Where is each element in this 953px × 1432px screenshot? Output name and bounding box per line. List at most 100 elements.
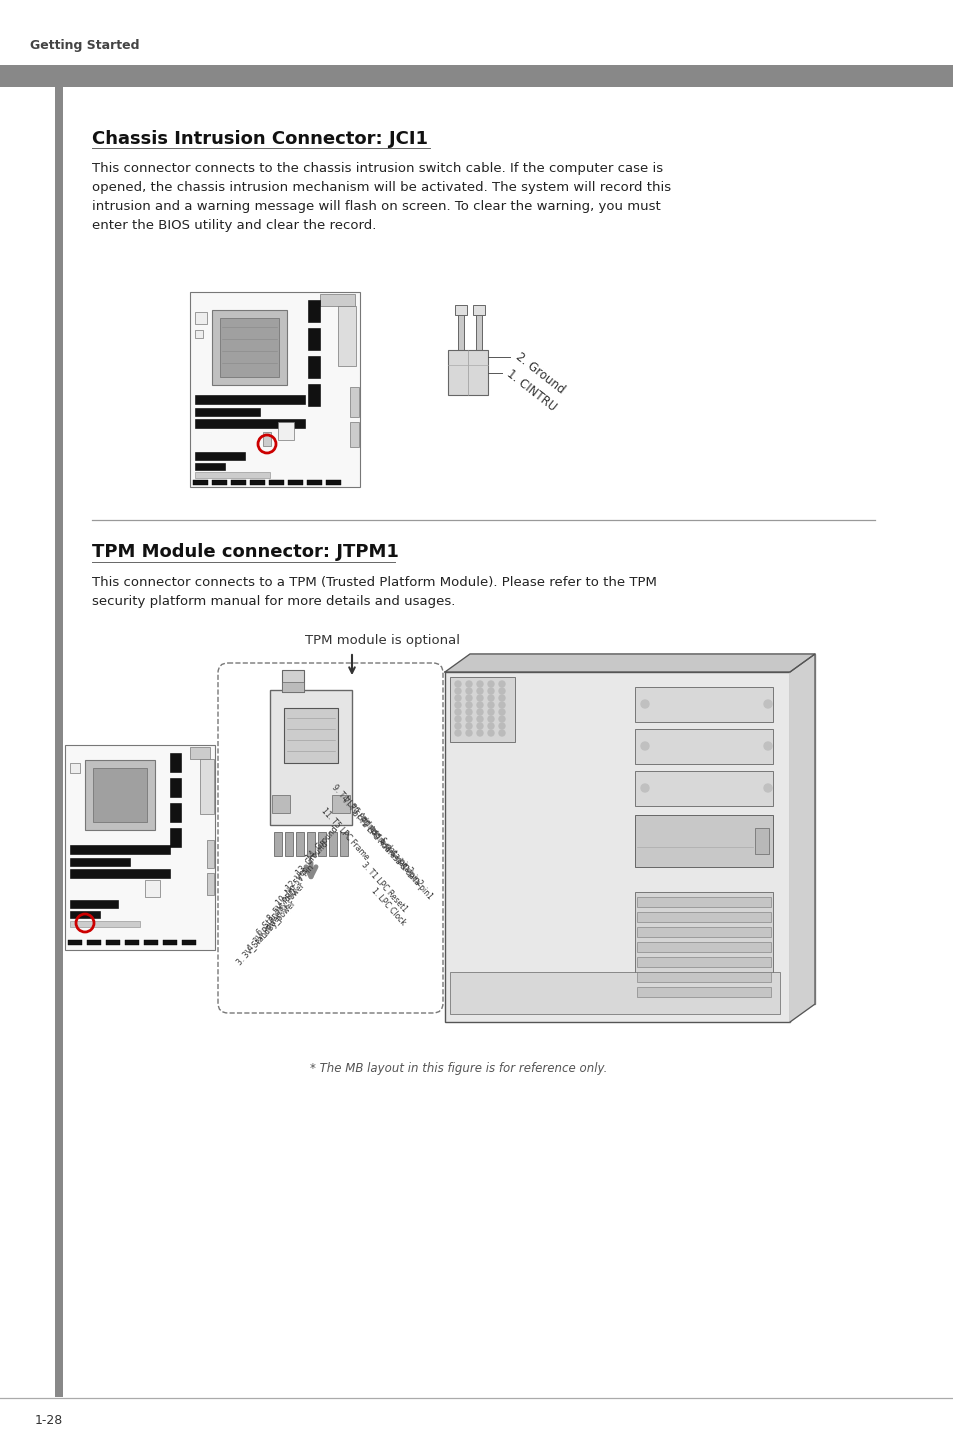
Text: This connector connects to the chassis intrusion switch cable. If the computer c: This connector connects to the chassis i… (91, 162, 662, 175)
Bar (200, 759, 213, 813)
Bar (476, 309, 481, 359)
Bar (194, 408, 260, 417)
Bar (308, 384, 319, 407)
Bar (274, 832, 282, 856)
Circle shape (455, 730, 460, 736)
Text: * The MB layout in this figure is for reference only.: * The MB layout in this figure is for re… (310, 1063, 607, 1075)
Circle shape (498, 723, 504, 729)
Bar (450, 677, 515, 742)
Circle shape (488, 730, 494, 736)
Circle shape (498, 687, 504, 695)
Bar (70, 921, 140, 927)
Bar (319, 294, 355, 306)
Bar (250, 480, 265, 485)
Text: 6. Standby Power: 6. Standby Power (254, 881, 306, 937)
Bar (307, 480, 322, 485)
Bar (637, 957, 770, 967)
Circle shape (498, 682, 504, 687)
Bar (190, 748, 210, 759)
Circle shape (763, 783, 771, 792)
Circle shape (455, 716, 460, 722)
Text: 3. T1 LPC Reset1: 3. T1 LPC Reset1 (359, 861, 409, 914)
Bar (350, 387, 358, 417)
Bar (194, 329, 203, 338)
Bar (448, 349, 488, 395)
Bar (282, 670, 304, 692)
Circle shape (488, 723, 494, 729)
Circle shape (465, 695, 472, 702)
Bar (288, 480, 303, 485)
Bar (70, 845, 170, 853)
Circle shape (476, 723, 482, 729)
Bar (635, 729, 772, 765)
Bar (473, 305, 484, 315)
Bar (308, 299, 319, 322)
Bar (125, 939, 139, 945)
Circle shape (488, 687, 494, 695)
Text: 1. LPC Clock: 1. LPC Clock (370, 886, 408, 927)
Text: This connector connects to a TPM (Trusted Platform Module). Please refer to the : This connector connects to a TPM (Truste… (91, 576, 657, 589)
Text: 13. Ground: 13. Ground (294, 839, 330, 876)
Circle shape (763, 742, 771, 750)
Bar (444, 672, 789, 1022)
Bar (194, 312, 207, 324)
Bar (194, 463, 225, 470)
Circle shape (498, 702, 504, 707)
Bar (231, 480, 246, 485)
Bar (70, 858, 130, 866)
Circle shape (476, 702, 482, 707)
Bar (308, 328, 319, 349)
Text: enter the BIOS utility and clear the record.: enter the BIOS utility and clear the rec… (91, 219, 376, 232)
Text: intrusion and a warning message will flash on screen. To clear the warning, you : intrusion and a warning message will fla… (91, 200, 660, 213)
Bar (85, 760, 154, 831)
Circle shape (476, 687, 482, 695)
Bar (182, 939, 195, 945)
Text: 9. T4 LPC Address & data pin3: 9. T4 LPC Address & data pin3 (330, 783, 414, 875)
Bar (635, 770, 772, 806)
Bar (637, 987, 770, 997)
Bar (284, 707, 337, 763)
Bar (170, 753, 181, 772)
Circle shape (465, 730, 472, 736)
Bar (194, 473, 270, 478)
Text: 4. 3V_Power: 4. 3V_Power (245, 911, 283, 952)
Text: security platform manual for more details and usages.: security platform manual for more detail… (91, 596, 455, 609)
Bar (163, 939, 177, 945)
Text: 11. T5 LPC Frame: 11. T5 LPC Frame (319, 806, 371, 862)
Circle shape (455, 695, 460, 702)
Bar (270, 690, 352, 825)
Text: 5. T2 LPC Address & data pin1: 5. T2 LPC Address & data pin1 (350, 809, 434, 901)
Bar (70, 763, 80, 773)
Circle shape (465, 709, 472, 715)
Circle shape (455, 702, 460, 707)
Circle shape (476, 695, 482, 702)
Bar (207, 874, 213, 895)
Bar (190, 292, 359, 487)
Bar (87, 939, 101, 945)
Bar (277, 422, 294, 440)
Bar (212, 480, 227, 485)
Bar (269, 480, 284, 485)
Circle shape (488, 695, 494, 702)
Circle shape (488, 702, 494, 707)
Text: 10. No 5V Pin: 10. No 5V Pin (274, 863, 315, 906)
Circle shape (640, 700, 648, 707)
Bar (450, 972, 780, 1014)
Bar (455, 305, 467, 315)
Bar (337, 306, 355, 367)
Circle shape (455, 723, 460, 729)
Bar (635, 687, 772, 722)
Bar (207, 841, 213, 868)
Bar (194, 453, 245, 460)
Bar (145, 881, 160, 896)
Text: TPM Module connector: JTPM1: TPM Module connector: JTPM1 (91, 543, 398, 561)
Bar (170, 803, 181, 822)
Bar (68, 939, 82, 945)
Bar (272, 795, 290, 813)
Circle shape (498, 730, 504, 736)
Bar (457, 309, 463, 359)
Circle shape (465, 687, 472, 695)
Bar (55, 87, 63, 1398)
Bar (70, 869, 170, 878)
Text: 1. CINTRU: 1. CINTRU (503, 367, 558, 414)
